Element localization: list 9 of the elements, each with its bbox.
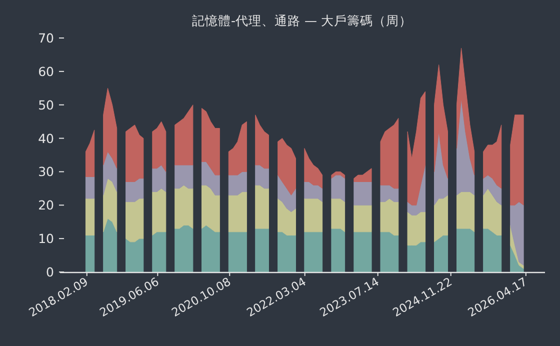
y-tick-label: 40 bbox=[38, 130, 54, 146]
chart-title: 記憶體-代理、通路 — 大戶籌碼（周） bbox=[192, 13, 412, 28]
y-tick-label: 50 bbox=[38, 97, 54, 112]
y-tick-label: 70 bbox=[38, 30, 54, 46]
y-tick-label: 0 bbox=[46, 264, 54, 280]
y-tick-label: 10 bbox=[38, 231, 54, 246]
y-tick-label: 20 bbox=[38, 198, 54, 213]
y-tick-label: 30 bbox=[38, 164, 54, 180]
y-tick-label: 60 bbox=[38, 64, 54, 79]
